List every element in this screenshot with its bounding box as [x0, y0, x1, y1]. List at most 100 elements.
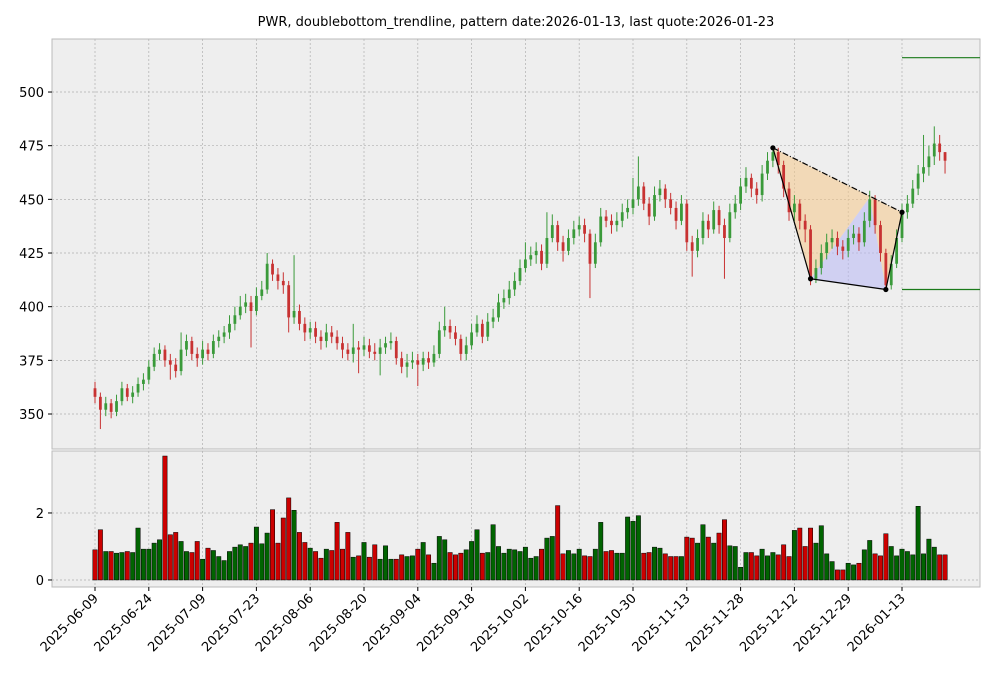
- candle-body: [690, 242, 694, 251]
- volume-bar: [549, 536, 555, 581]
- volume-bar: [334, 522, 340, 581]
- candle-body: [152, 353, 156, 367]
- candle-body: [798, 203, 802, 221]
- candle-body: [760, 173, 764, 196]
- pattern-point: [770, 145, 776, 151]
- candle-body: [846, 237, 850, 251]
- volume-bar: [200, 558, 206, 581]
- volume-bar: [856, 562, 862, 581]
- candle-body: [319, 336, 323, 342]
- candle-body: [400, 358, 404, 367]
- candle-body: [674, 207, 678, 221]
- volume-bar: [469, 541, 475, 581]
- candle-body: [663, 188, 667, 200]
- volume-bar: [942, 554, 948, 581]
- volume-bar: [409, 555, 415, 581]
- volume-bar: [296, 532, 302, 581]
- y-tick-label: 400: [19, 301, 44, 316]
- volume-bar: [237, 544, 243, 581]
- candle-body: [437, 330, 441, 354]
- candle-body: [308, 328, 312, 333]
- candle-body: [147, 366, 151, 380]
- candle-body: [502, 298, 506, 303]
- candle-body: [287, 285, 291, 318]
- candle-body: [895, 237, 899, 264]
- volume-bar: [765, 555, 770, 581]
- candle-body: [927, 156, 931, 168]
- candle-body: [685, 203, 689, 243]
- volume-bar: [426, 554, 432, 581]
- volume-bar: [253, 526, 259, 581]
- volume-bar: [522, 546, 528, 581]
- candle-body: [486, 321, 490, 337]
- volume-bar: [544, 537, 550, 581]
- candle-body: [142, 379, 145, 384]
- volume-bar: [108, 551, 114, 581]
- y-tick-label: 350: [19, 408, 44, 423]
- candle-body: [120, 388, 124, 402]
- candle-body: [303, 323, 307, 333]
- candle-body: [642, 186, 646, 204]
- candle-body: [265, 263, 269, 290]
- candle-body: [201, 349, 204, 359]
- volume-bar: [921, 553, 926, 581]
- volume-bar: [151, 542, 157, 581]
- volume-bar: [571, 553, 577, 581]
- volume-bar: [377, 558, 383, 581]
- candle-body: [572, 229, 576, 238]
- candle-body: [787, 188, 791, 213]
- volume-bar: [915, 506, 921, 581]
- volume-bar: [103, 551, 109, 581]
- volume-bar: [340, 548, 345, 581]
- volume-bar: [808, 527, 813, 581]
- volume-bar: [592, 548, 598, 581]
- volume-bar: [420, 542, 426, 581]
- volume-bar: [366, 556, 372, 581]
- volume-bar: [641, 552, 647, 581]
- candle-body: [335, 336, 339, 344]
- volume-bar: [813, 542, 819, 581]
- candle-body: [341, 343, 344, 350]
- y-tick-label: 450: [19, 193, 44, 208]
- candle-body: [93, 388, 97, 397]
- candle-body: [351, 347, 355, 354]
- candle-body: [916, 173, 920, 189]
- volume-bar: [399, 554, 405, 581]
- volume-bar: [840, 569, 846, 581]
- volume-bar: [625, 516, 631, 581]
- volume-bar: [894, 555, 900, 581]
- candle-body: [755, 188, 759, 196]
- volume-bar: [775, 554, 781, 581]
- volume-bar: [603, 551, 609, 581]
- volume-bar: [722, 519, 727, 581]
- volume-bar: [555, 505, 561, 581]
- volume-bar: [264, 532, 270, 581]
- candle-body: [771, 152, 775, 161]
- candle-body: [782, 165, 786, 189]
- pattern-line: [885, 212, 903, 290]
- volume-bar: [931, 546, 937, 581]
- candle-body: [271, 263, 274, 275]
- volume-bar: [146, 548, 152, 581]
- candle-body: [298, 310, 301, 324]
- pattern-line: [772, 147, 903, 213]
- x-tick-label: 2026-01-13: [845, 591, 909, 655]
- candle-body: [529, 255, 533, 260]
- volume-bar: [512, 549, 518, 581]
- y-tick-label: 500: [19, 86, 44, 101]
- volume-bar: [97, 529, 103, 581]
- volume-bar: [506, 548, 512, 581]
- candle-body: [631, 199, 635, 208]
- candle-body: [195, 353, 199, 359]
- candle-body: [378, 347, 382, 354]
- candle-body: [825, 242, 829, 254]
- candle-body: [281, 280, 285, 286]
- candle-body: [324, 332, 328, 342]
- volume-bar: [404, 556, 410, 581]
- candle-body: [545, 237, 549, 264]
- y-tick-label: 2: [36, 507, 44, 522]
- volume-bar: [232, 546, 238, 581]
- volume-bar: [818, 525, 824, 581]
- candle-body: [556, 225, 560, 243]
